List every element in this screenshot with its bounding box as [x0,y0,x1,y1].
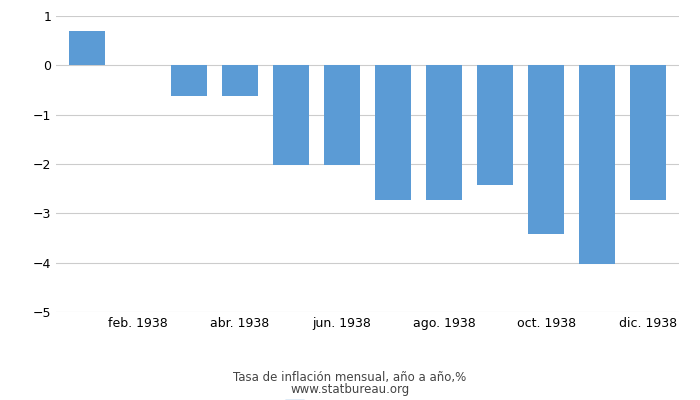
Bar [324,65,360,165]
Bar [426,65,462,200]
Legend: Estados Unidos, 1938: Estados Unidos, 1938 [281,395,454,400]
Bar [69,31,104,65]
Bar [171,65,206,96]
Bar [222,65,258,96]
Bar [477,65,513,185]
Text: Tasa de inflación mensual, año a año,%: Tasa de inflación mensual, año a año,% [233,372,467,384]
Bar [580,65,615,264]
Bar [375,65,411,200]
Bar [273,65,309,165]
Text: www.statbureau.org: www.statbureau.org [290,384,410,396]
Bar [631,65,666,200]
Bar [528,65,564,234]
